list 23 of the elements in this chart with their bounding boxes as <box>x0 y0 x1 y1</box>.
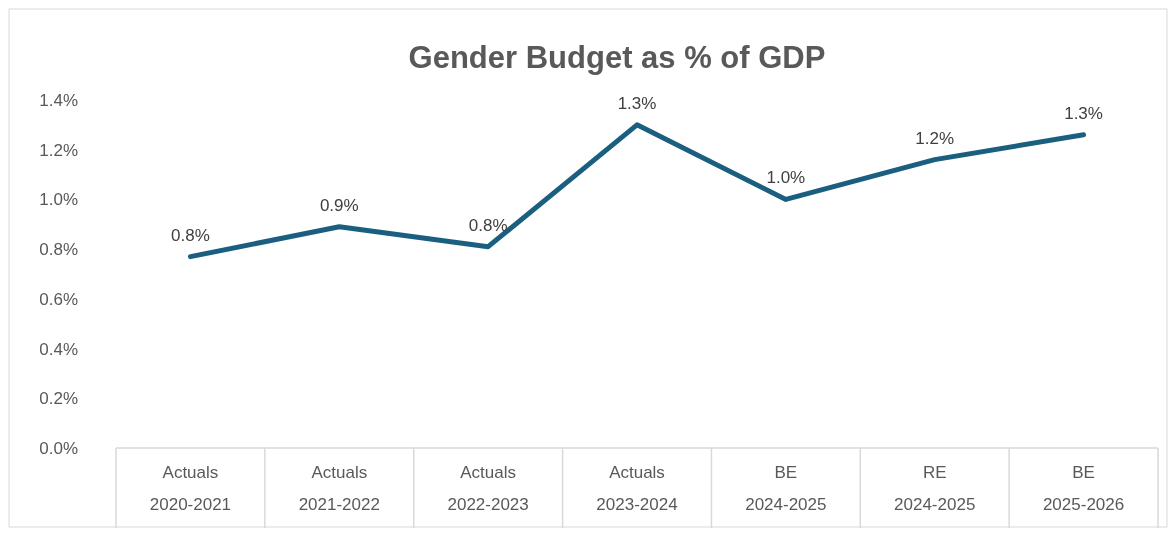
y-tick-label: 0.8% <box>39 240 78 260</box>
data-label: 1.3% <box>1064 103 1103 123</box>
y-tick-label: 0.2% <box>39 389 78 409</box>
y-tick-label: 0.6% <box>39 289 78 309</box>
y-tick-label: 0.4% <box>39 339 78 359</box>
data-label: 0.8% <box>171 225 210 245</box>
x-tick-label: BE 2024-2025 <box>745 463 827 514</box>
chart-title: Gender Budget as % of GDP <box>408 40 826 75</box>
y-tick-label: 1.0% <box>39 190 78 210</box>
x-tick-label: BE 2025-2026 <box>1042 463 1125 514</box>
x-tick-label: Actuals 2022-2023 <box>447 463 529 514</box>
y-tick-label: 0.0% <box>39 439 78 458</box>
x-tick-label: Actuals 2023-2024 <box>596 463 678 514</box>
x-tick-label: RE 2024-2025 <box>894 463 976 514</box>
data-label: 0.9% <box>319 195 359 215</box>
y-tick-label: 1.2% <box>39 140 78 160</box>
data-label: 0.8% <box>468 215 508 235</box>
data-label: 1.0% <box>766 168 806 188</box>
data-label: 1.3% <box>617 93 657 113</box>
y-tick-label: 1.4% <box>39 91 78 110</box>
x-tick-label: Actuals 2020-2021 <box>149 463 232 514</box>
data-label: 1.2% <box>915 128 955 148</box>
x-tick-label: Actuals 2021-2022 <box>298 463 380 514</box>
